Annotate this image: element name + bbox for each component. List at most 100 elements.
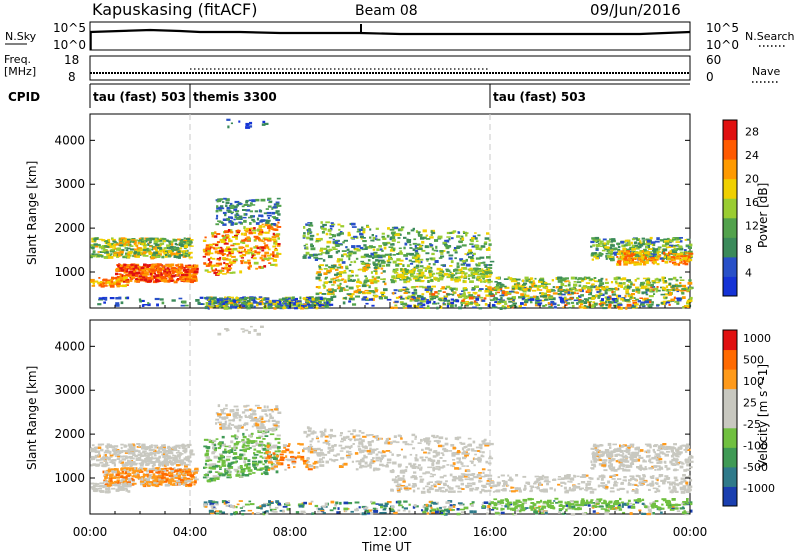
echo-cell [168,479,172,482]
echo-cell [306,237,310,240]
echo-cell [207,271,211,273]
echo-cell [475,298,479,301]
echo-cell [357,287,359,289]
echo-cell [149,449,152,452]
echo-cell [522,280,524,283]
echo-cell [425,252,429,254]
echo-cell [268,229,270,232]
echo-cell [268,257,271,259]
echo-cell [181,274,185,276]
echo-cell [669,292,672,295]
echo-cell [251,199,256,202]
echo-cell [473,273,478,275]
echo-cell [324,268,328,270]
echo-cell [430,244,434,246]
echo-cell [329,233,331,236]
echo-cell [125,281,129,283]
echo-cell [183,477,187,480]
echo-cell [413,278,418,280]
echo-cell [630,296,633,298]
echo-cell [677,253,682,255]
echo-cell [220,247,223,249]
echo-cell [400,260,404,262]
echo-cell [272,251,274,253]
echo-cell [538,285,541,288]
echo-cell [592,252,596,254]
echo-cell [458,232,461,234]
echo-cell [439,250,443,253]
echo-cell [267,255,271,257]
colorbar-tick-label: 28 [745,126,759,139]
echo-cell [450,289,453,291]
echo-cell [669,261,672,263]
echo-cell [514,285,517,287]
echo-cell [529,281,533,283]
echo-cell [176,274,179,276]
echo-cell [116,474,120,477]
echo-cell [256,304,259,307]
echo-cell [250,304,254,307]
echo-cell [316,286,318,288]
echo-cell [178,450,180,452]
echo-cell [640,287,644,289]
echo-cell [326,246,330,248]
echo-cell [438,290,442,292]
echo-cell [362,240,367,242]
echo-cell [355,296,360,298]
echo-cell [626,251,629,254]
echo-cell [642,250,645,253]
echo-cell [262,433,267,435]
echo-cell [128,483,133,485]
echo-cell [420,259,424,261]
echo-cell [211,306,215,308]
echo-cell [489,293,494,295]
echo-cell [562,307,564,309]
echo-cell [297,300,301,302]
echo-cell [378,267,380,269]
echo-cell [520,302,524,305]
echo-cell [310,235,314,237]
echo-cell [618,304,623,306]
echo-cell [233,219,235,221]
echo-cell [203,240,206,242]
echo-cell [463,291,465,294]
echo-cell [666,302,670,304]
echo-cell [345,246,347,248]
echo-cell [452,294,454,296]
echo-cell [371,271,373,274]
echo-cell [645,252,649,255]
echo-cell [438,278,441,280]
echo-cell [165,461,169,464]
echo-cell [187,456,191,458]
echo-cell [384,283,386,286]
echo-cell [134,456,138,458]
echo-cell [371,246,376,248]
echo-cell [214,231,216,234]
echo-cell [117,285,120,288]
echo-cell [224,214,226,216]
echo-cell [221,222,224,224]
echo-cell [676,303,679,305]
echo-cell [348,275,353,278]
echo-cell [374,281,378,284]
echo-cell [321,221,323,224]
echo-cell [468,256,473,258]
echo-cell [267,215,272,217]
echo-cell [107,488,109,490]
echo-cell [661,302,664,304]
echo-cell [676,298,681,300]
echo-cell [469,243,473,245]
echo-cell [338,264,341,266]
echo-cell [384,296,388,299]
echo-cell [388,256,391,259]
echo-cell [366,226,369,228]
echo-cell [209,244,213,246]
echo-cell [138,450,141,453]
echo-cell [316,307,319,310]
echo-cell [575,277,578,280]
echo-cell [110,251,114,253]
echo-cell [676,241,681,243]
echo-cell [239,270,242,273]
echo-cell [193,484,195,486]
echo-cell [671,258,674,261]
